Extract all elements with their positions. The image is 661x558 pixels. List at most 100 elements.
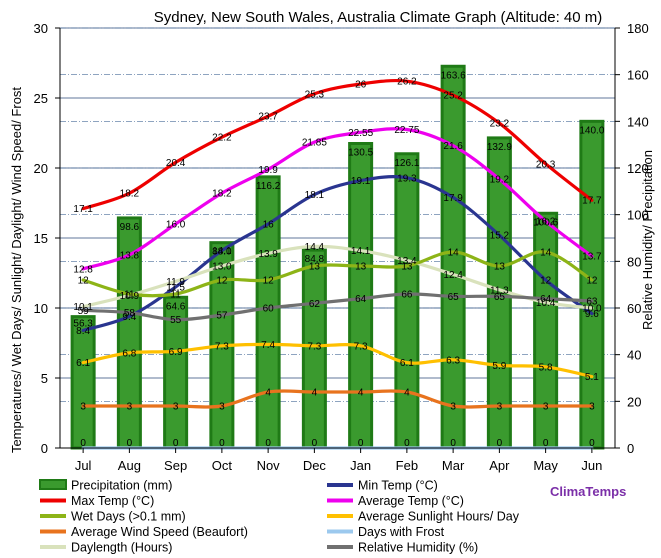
- frost-label: 0: [312, 438, 318, 449]
- data-label: 3: [219, 402, 225, 413]
- precipitation-label: 132.9: [487, 142, 512, 153]
- precipitation-label: 163.6: [441, 70, 466, 81]
- series-lines: [81, 78, 594, 450]
- x-tick-label: Apr: [489, 458, 510, 473]
- data-label: 17.7: [582, 196, 602, 207]
- legend-label-daylength-hours: Daylength (Hours): [71, 541, 172, 555]
- data-label: 59: [78, 306, 90, 317]
- data-label: 64: [540, 294, 552, 305]
- precipitation-label: 98.6: [120, 222, 140, 233]
- legend-label-average-sunlight-hours-day: Average Sunlight Hours/ Day: [358, 510, 520, 524]
- legend-label-max-temp-c: Max Temp (°C): [71, 494, 154, 508]
- data-label: 13.8: [120, 250, 140, 261]
- right-tick-label: 40: [627, 348, 641, 363]
- data-label: 12: [540, 276, 552, 287]
- data-label: 11.5: [166, 283, 185, 294]
- frost-label: 0: [543, 438, 549, 449]
- data-label: 12: [216, 276, 228, 287]
- left-tick-label: 5: [41, 371, 48, 386]
- data-label: 5.8: [539, 362, 553, 373]
- data-label: 10.0: [582, 304, 602, 315]
- line-daylength-hours: [81, 244, 594, 310]
- precipitation-bar: [394, 152, 420, 450]
- data-label: 13.9: [258, 249, 278, 260]
- data-label: 7.3: [307, 341, 321, 352]
- data-label: 5.9: [492, 361, 506, 372]
- line-relative-humidity: [81, 292, 594, 322]
- legend-label-min-temp-c: Min Temp (°C): [358, 479, 438, 493]
- frost-label: 0: [173, 438, 179, 449]
- data-label: 13.0: [212, 262, 232, 273]
- data-label: 16: [263, 220, 275, 231]
- data-label: 6.3: [446, 355, 460, 366]
- data-label: 3: [497, 402, 503, 413]
- data-label: 10.1: [73, 302, 93, 313]
- data-label: 22.75: [394, 125, 419, 136]
- frost-label: 0: [589, 438, 595, 449]
- data-label: 25.2: [443, 91, 463, 102]
- data-label: 14: [540, 248, 552, 259]
- data-label: 3: [173, 402, 179, 413]
- data-label: 3: [450, 402, 456, 413]
- x-tick-label: Dec: [303, 458, 327, 473]
- data-label: 19.1: [351, 176, 371, 187]
- data-label: 13: [309, 262, 321, 273]
- data-label: 7.3: [354, 341, 368, 352]
- data-label: 11.9: [166, 277, 185, 288]
- legend-label-relative-humidity: Relative Humidity (%): [358, 541, 478, 555]
- data-label: 6.8: [122, 348, 136, 359]
- data-label: 55: [170, 315, 182, 326]
- left-tick-label: 20: [34, 161, 48, 176]
- data-label: 60: [263, 304, 275, 315]
- x-tick-label: Jun: [581, 458, 602, 473]
- data-label: 58: [124, 308, 136, 319]
- data-label: 19.9: [258, 165, 278, 176]
- data-label: 4: [404, 388, 410, 399]
- left-tick-label: 15: [34, 231, 48, 246]
- right-tick-label: 0: [627, 441, 634, 456]
- left-tick-label: 10: [34, 301, 48, 316]
- frost-label: 0: [404, 438, 410, 449]
- left-tick-label: 30: [34, 21, 48, 36]
- data-label: 15.2: [490, 231, 510, 242]
- legend-label-precipitation-mm: Precipitation (mm): [71, 479, 172, 493]
- data-label: 21.6: [443, 141, 463, 152]
- data-label: 16.2: [536, 217, 556, 228]
- data-label: 21.85: [302, 138, 327, 149]
- data-label: 12: [78, 276, 90, 287]
- right-axis-title: Relative Humidity/ Precipitation: [640, 150, 655, 330]
- line-wet-days-0-1-mm: [81, 250, 594, 298]
- x-tick-label: Jan: [350, 458, 371, 473]
- precipitation-label: 84.8: [305, 254, 325, 265]
- data-label: 8.4: [76, 326, 90, 337]
- data-label: 18.2: [212, 189, 232, 200]
- right-tick-label: 180: [627, 21, 649, 36]
- data-label: 12: [586, 276, 598, 287]
- data-label: 22.55: [348, 128, 373, 139]
- data-label: 13: [401, 262, 413, 273]
- data-label: 14.4: [305, 242, 325, 253]
- frost-label: 0: [80, 438, 86, 449]
- legend-label-average-wind-speed-beaufort: Average Wind Speed (Beaufort): [71, 525, 248, 539]
- data-label: 19.2: [490, 175, 510, 186]
- frost-label: 0: [127, 438, 133, 449]
- data-label: 17.9: [443, 193, 463, 204]
- gridlines: [60, 27, 615, 449]
- x-tick-label: Jul: [75, 458, 92, 473]
- data-label: 66: [401, 290, 413, 301]
- data-label: 65: [494, 292, 506, 303]
- precipitation-label: 88.0: [212, 247, 232, 258]
- left-tick-label: 25: [34, 91, 48, 106]
- data-label: 12.8: [73, 264, 93, 275]
- data-label: 13: [494, 262, 506, 273]
- x-tick-label: Feb: [396, 458, 418, 473]
- line-average-temp-c: [81, 127, 594, 271]
- precipitation-label: 130.5: [348, 148, 373, 159]
- right-tick-label: 160: [627, 68, 649, 83]
- x-tick-label: Mar: [442, 458, 465, 473]
- data-label: 12.4: [443, 270, 463, 281]
- data-label: 6.1: [400, 358, 414, 369]
- data-label: 57: [216, 311, 228, 322]
